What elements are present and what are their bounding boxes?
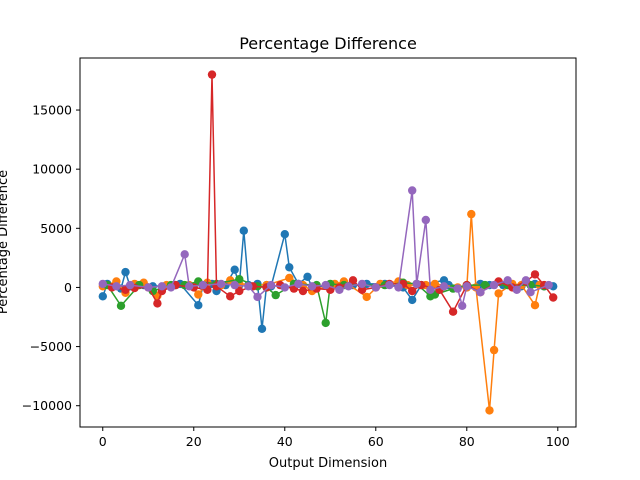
data-point — [549, 293, 558, 302]
x-axis-ticks: 0 20 40 60 80 100 — [99, 427, 570, 449]
y-tick-label: −10000 — [22, 398, 72, 413]
data-point — [230, 280, 239, 290]
data-point — [530, 270, 540, 279]
data-point — [489, 345, 499, 355]
data-point — [348, 276, 358, 285]
y-tick-label: 10000 — [32, 162, 72, 177]
data-point — [239, 226, 248, 235]
data-point — [503, 276, 512, 285]
data-point — [458, 301, 467, 310]
data-point — [485, 406, 494, 415]
data-point — [476, 288, 485, 297]
data-point — [121, 267, 130, 277]
data-point — [408, 295, 417, 305]
data-point — [344, 282, 353, 291]
data-point — [194, 290, 203, 299]
x-tick-label: 40 — [277, 434, 293, 449]
series-layer — [98, 70, 558, 415]
x-tick-label: 80 — [459, 434, 475, 449]
data-point — [235, 286, 244, 296]
data-point — [412, 279, 421, 289]
y-tick-label: 15000 — [32, 103, 72, 118]
data-point — [216, 279, 226, 289]
data-point — [294, 279, 303, 289]
data-point — [462, 282, 471, 291]
data-point — [303, 272, 312, 281]
data-point — [207, 70, 217, 79]
plot-area — [98, 70, 558, 415]
data-point — [394, 283, 403, 292]
data-point — [307, 282, 317, 291]
data-point — [448, 307, 458, 316]
data-point — [285, 263, 294, 272]
x-tick-label: 100 — [546, 434, 570, 449]
chart-title: Percentage Difference — [239, 34, 417, 53]
x-tick-label: 20 — [186, 434, 202, 449]
data-point — [480, 280, 490, 290]
data-point — [421, 215, 430, 225]
data-point — [408, 186, 417, 195]
data-point — [512, 285, 521, 294]
data-point — [280, 230, 289, 239]
data-point — [494, 289, 503, 298]
data-point — [371, 283, 380, 292]
data-point — [235, 275, 244, 284]
y-tick-label: 5000 — [40, 221, 72, 236]
data-point — [153, 299, 162, 308]
data-point — [185, 282, 194, 291]
data-point — [180, 250, 189, 259]
series-5 — [98, 186, 553, 310]
data-point — [321, 318, 330, 328]
data-point — [521, 276, 531, 285]
data-point — [112, 282, 121, 291]
data-point — [98, 279, 108, 289]
data-point — [285, 273, 294, 283]
data-point — [544, 280, 553, 290]
data-point — [144, 283, 153, 292]
data-point — [430, 279, 440, 289]
y-tick-label: −5000 — [30, 339, 72, 354]
y-axis-label: Percentage Difference — [0, 170, 11, 314]
data-point — [321, 280, 330, 290]
data-point — [244, 282, 253, 291]
data-point — [453, 284, 462, 293]
data-point — [385, 280, 394, 290]
data-point — [157, 282, 167, 291]
y-axis-ticks: −10000 −5000 0 5000 10000 15000 — [22, 103, 80, 413]
data-point — [489, 280, 499, 290]
data-point — [357, 279, 367, 289]
data-point — [362, 292, 371, 302]
x-axis-label: Output Dimension — [269, 456, 387, 471]
data-point — [266, 280, 276, 290]
y-tick-label: 0 — [64, 280, 72, 295]
data-point — [198, 280, 208, 290]
data-point — [357, 285, 367, 294]
data-point — [426, 285, 435, 294]
data-point — [271, 290, 280, 300]
data-point — [467, 209, 476, 219]
x-tick-label: 60 — [368, 434, 384, 449]
data-point — [226, 292, 235, 301]
data-point — [257, 324, 267, 333]
data-point — [116, 301, 126, 310]
data-point — [298, 286, 308, 296]
data-point — [98, 292, 108, 301]
data-point — [253, 292, 262, 302]
data-point — [335, 285, 344, 294]
x-tick-label: 0 — [99, 434, 107, 449]
data-point — [166, 283, 176, 292]
data-point — [230, 265, 239, 274]
data-point — [280, 283, 289, 292]
data-point — [526, 288, 535, 297]
data-point — [439, 282, 449, 291]
axes-frame — [79, 57, 577, 428]
data-point — [408, 286, 417, 296]
data-point — [194, 301, 203, 310]
data-point — [125, 280, 135, 290]
data-point — [530, 301, 540, 310]
